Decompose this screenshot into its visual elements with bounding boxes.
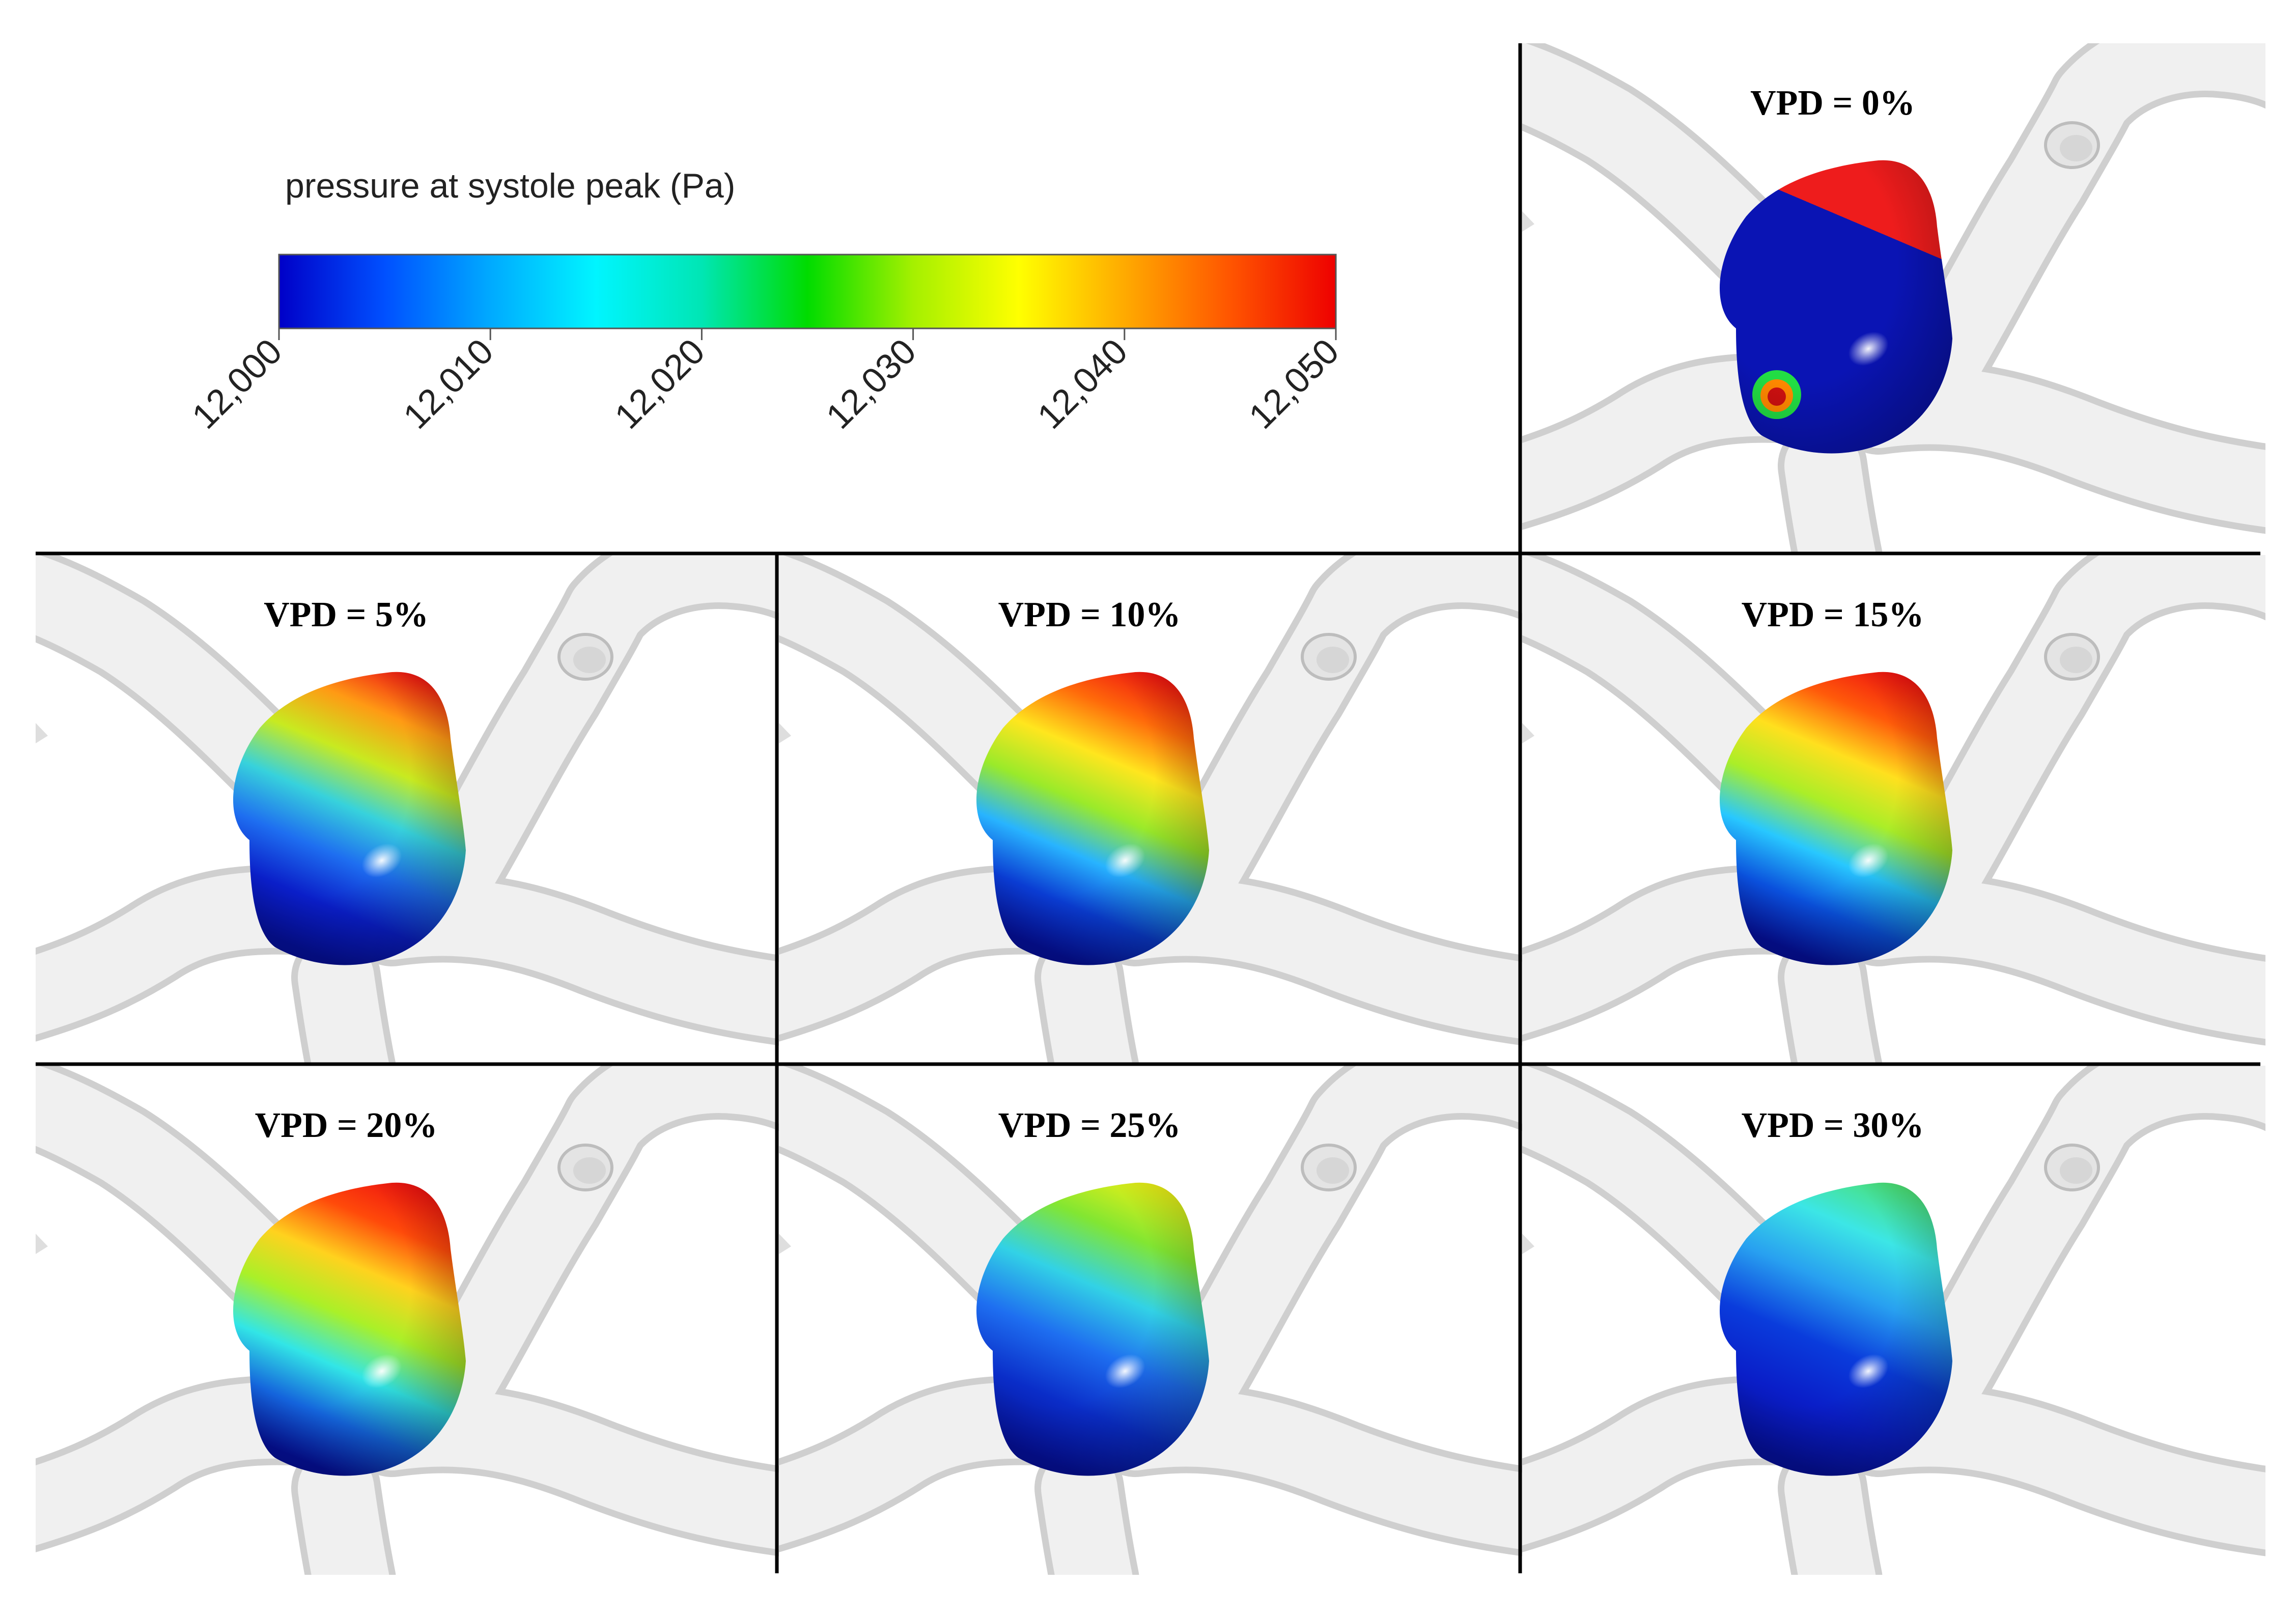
aneurysm-dome — [976, 1182, 1209, 1476]
panel-label: VPD = 15% — [1742, 595, 1924, 634]
aneurysm-dome — [976, 672, 1209, 965]
panel-label: VPD = 10% — [998, 595, 1181, 634]
colorbar-tick-label: 12,050 — [1241, 331, 1347, 436]
panel-label: VPD = 5% — [264, 595, 429, 634]
panels: VPD = 0% VPD = 5% VPD = 10% VPD = 15% VPD = … — [25, 52, 2286, 1580]
colorbar-tick-label: 12,040 — [1030, 331, 1135, 436]
aneurysm-dome — [1719, 160, 1952, 454]
panel-label: VPD = 0% — [1750, 84, 1915, 123]
colorbar-tick-label: 12,020 — [607, 331, 712, 436]
panel-vpd-10: VPD = 10% — [769, 564, 1543, 1069]
panel-vpd-15: VPD = 15% — [1512, 564, 2286, 1069]
colorbar-tick-label: 12,000 — [184, 331, 290, 436]
colorbar — [278, 254, 1337, 329]
colorbar-tick-label: 12,010 — [396, 331, 501, 436]
panel-label: VPD = 20% — [255, 1106, 438, 1145]
panel-label: VPD = 30% — [1742, 1106, 1924, 1145]
aneurysm-dome — [233, 672, 466, 965]
aneurysm-dome — [233, 1182, 466, 1476]
colorbar-legend: pressure at systole peak (Pa) 12,000 12,0… — [184, 166, 1347, 436]
aneurysm-dome — [1719, 672, 1952, 965]
panel-vpd-0: VPD = 0% — [1512, 52, 2286, 558]
panel-vpd-30: VPD = 30% — [1512, 1075, 2286, 1580]
colorbar-tick-label: 12,030 — [819, 331, 924, 436]
colorbar-ticks: 12,000 12,010 12,020 12,030 12,040 12,050 — [184, 328, 1347, 436]
panel-vpd-25: VPD = 25% — [769, 1075, 1543, 1580]
panel-label: VPD = 25% — [998, 1106, 1181, 1145]
colorbar-title: pressure at systole peak (Pa) — [285, 166, 735, 205]
panel-vpd-20: VPD = 20% — [25, 1075, 799, 1580]
panel-vpd-5: VPD = 5% — [25, 564, 799, 1069]
aneurysm-dome — [1719, 1182, 1952, 1476]
panel-dividers — [36, 43, 2260, 1573]
